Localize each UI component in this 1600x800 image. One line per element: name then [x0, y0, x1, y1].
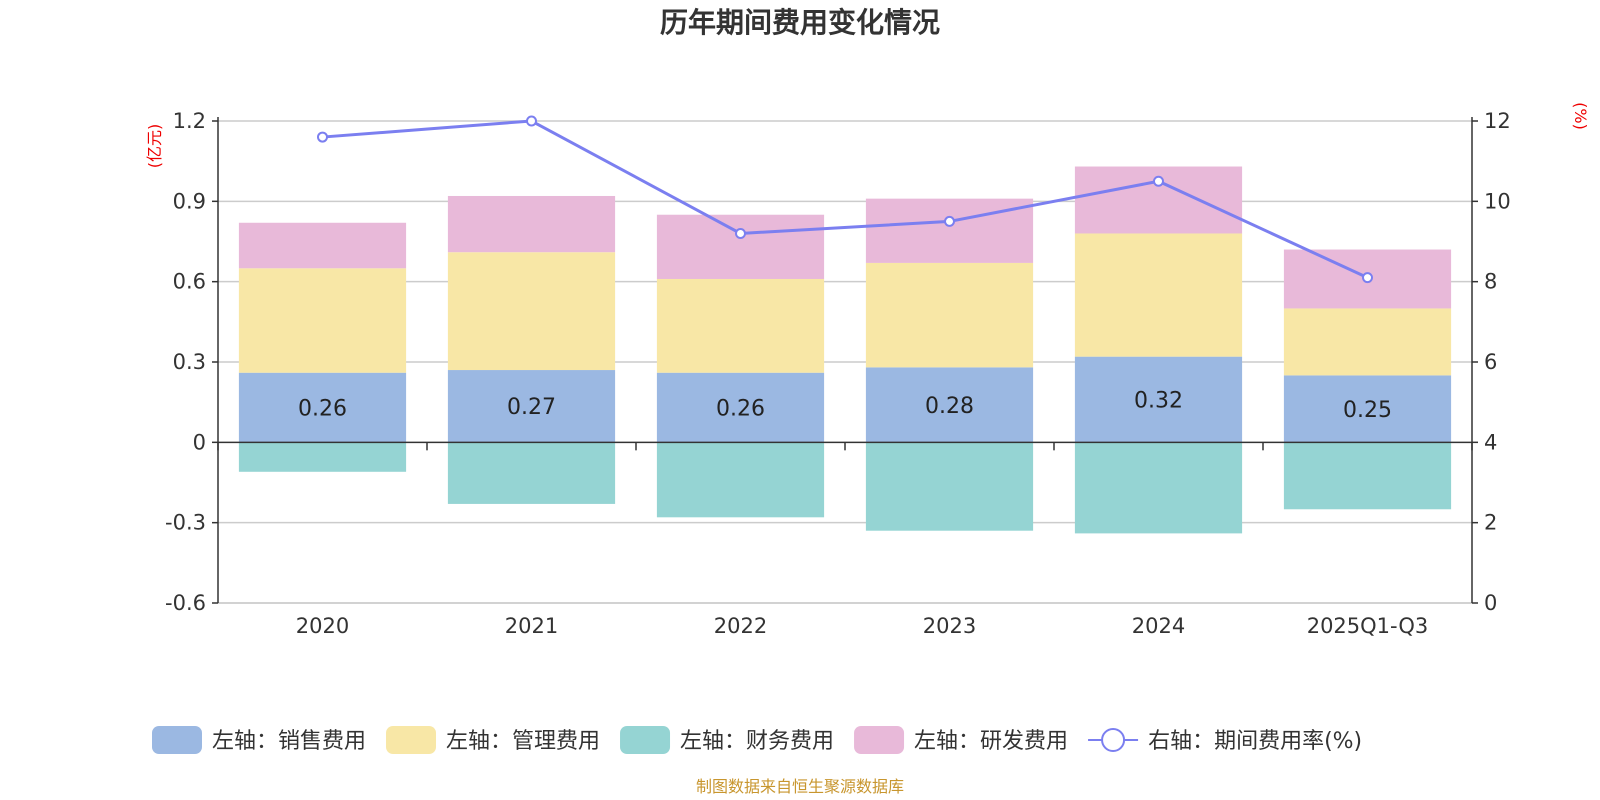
rate-line [317, 115, 1373, 284]
legend-label: 左轴：财务费用 [680, 729, 834, 754]
bar-value-label: 0.25 [1343, 398, 1392, 423]
rate-point[interactable] [735, 227, 746, 239]
x-tick-label: 2023 [923, 614, 976, 638]
bar-segment [447, 370, 616, 443]
x-tick-label: 2022 [714, 614, 767, 638]
bar-value-label: 0.28 [925, 394, 974, 419]
bar-segment [865, 198, 1034, 263]
bar-segment [1283, 375, 1452, 443]
left-tick-label: 0.3 [173, 350, 206, 374]
rate-point[interactable] [944, 215, 955, 227]
legend-label: 左轴：管理费用 [446, 729, 600, 754]
right-tick-label: 8 [1484, 270, 1497, 294]
left-tick-label: -0.3 [165, 511, 206, 535]
bar-segment [865, 442, 1034, 531]
bar-segment [1074, 442, 1243, 534]
legend-swatch [386, 726, 437, 754]
right-tick-label: 0 [1484, 591, 1497, 615]
legend-label: 左轴：研发费用 [914, 729, 1068, 754]
chart-title: 历年期间费用变化情况 [660, 6, 940, 39]
bar-segment [1283, 442, 1452, 510]
rate-point[interactable] [317, 131, 328, 143]
bar-segment [447, 195, 616, 253]
rate-point[interactable] [1362, 272, 1373, 284]
legend-marker [1101, 728, 1126, 752]
left-tick-label: 0 [193, 430, 206, 454]
legend-item[interactable]: 左轴：研发费用 [854, 726, 1068, 754]
x-tick-label: 2024 [1132, 614, 1185, 638]
bar-segment [656, 214, 825, 279]
data-labels: 0.26 0.27 0.26 0.28 0.32 0.25 [298, 388, 1392, 422]
bar-segment [865, 367, 1034, 443]
bar-segment [1074, 233, 1243, 357]
legend[interactable]: 左轴：销售费用 左轴：管理费用 左轴：财务费用 左轴：研发费用 右轴：期间费用率(%) [152, 726, 1362, 754]
bar-value-label: 0.26 [716, 397, 765, 422]
legend-item[interactable]: 右轴：期间费用率(%) [1088, 728, 1362, 754]
legend-swatch [152, 726, 202, 754]
rate-point[interactable] [1153, 175, 1164, 187]
right-tick-label: 2 [1484, 511, 1497, 535]
left-axis-unit: (亿元) [145, 124, 164, 169]
legend-label: 右轴：期间费用率(%) [1148, 729, 1362, 754]
bar-segment [447, 252, 616, 371]
right-axis-unit: (%) [1571, 102, 1590, 130]
bar-segment [238, 442, 407, 472]
bar-segment [865, 262, 1034, 368]
legend-item[interactable]: 左轴：销售费用 [152, 726, 366, 754]
bar-value-label: 0.26 [298, 397, 347, 422]
bar-segment [238, 222, 407, 269]
bar-value-label: 0.32 [1134, 388, 1183, 413]
rate-line-path [322, 119, 1369, 280]
right-tick-label: 6 [1484, 350, 1497, 374]
bar-segment [238, 268, 407, 373]
legend-swatch [854, 726, 905, 754]
source-note: 制图数据来自恒生聚源数据库 [696, 777, 904, 796]
left-tick-label: -0.6 [165, 591, 206, 615]
x-tick-label: 2021 [505, 614, 558, 638]
legend-label: 左轴：销售费用 [212, 729, 366, 754]
bar-segment [1074, 356, 1243, 443]
bar-value-label: 0.27 [507, 395, 556, 420]
bar-segment [1283, 308, 1452, 376]
x-tick-label: 2025Q1-Q3 [1307, 614, 1429, 638]
bars [238, 166, 1452, 534]
legend-item[interactable]: 左轴：管理费用 [386, 726, 600, 754]
left-tick-label: 0.6 [173, 270, 206, 294]
legend-item[interactable]: 左轴：财务费用 [620, 726, 834, 754]
left-tick-label: 0.9 [173, 189, 206, 213]
bar-segment [238, 372, 407, 443]
bar-segment [656, 278, 825, 373]
grid [218, 120, 1472, 604]
bar-segment [656, 372, 825, 443]
x-tick-label: 2020 [296, 614, 349, 638]
right-tick-label: 12 [1484, 109, 1511, 133]
rate-point[interactable] [526, 115, 537, 127]
right-tick-label: 4 [1484, 430, 1497, 454]
left-tick-label: 1.2 [173, 109, 206, 133]
bar-segment [447, 442, 616, 504]
legend-swatch [620, 726, 671, 754]
bar-segment [656, 442, 825, 518]
right-tick-label: 10 [1484, 189, 1511, 213]
